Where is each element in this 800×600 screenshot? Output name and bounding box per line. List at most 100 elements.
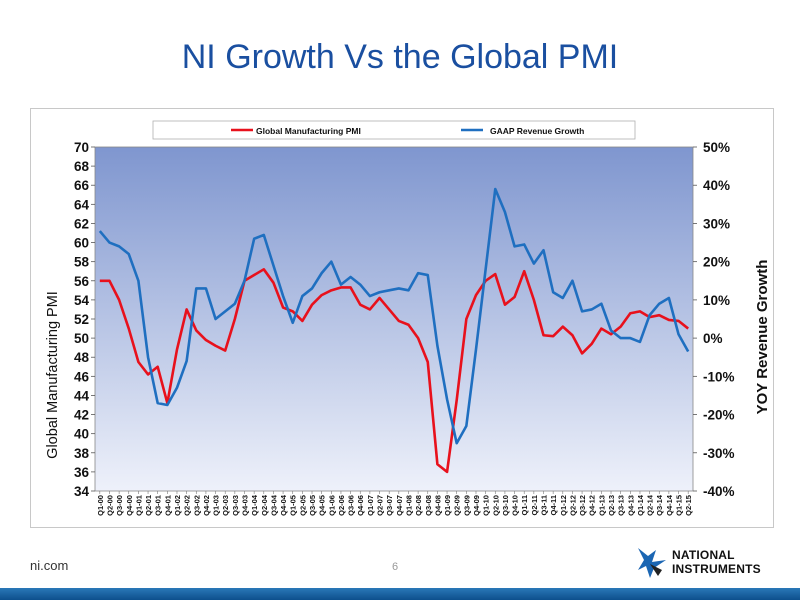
x-tick-label: Q2-12: [568, 495, 577, 516]
series-line-global-manufacturing-pmi: [99, 268, 689, 474]
x-tick-label: Q2-13: [607, 495, 616, 516]
x-tick-label: Q2-05: [298, 495, 307, 516]
x-axis: Q1-00 Q2-00 Q3-00 Q4-00 Q1-01 Q2-01 Q3-01 Q4-01…: [96, 491, 693, 516]
right-tick-label: -40%: [703, 484, 735, 499]
left-tick-label: 34: [74, 484, 90, 499]
right-tick-label: 10%: [703, 293, 730, 308]
legend-growth-label: GAAP Revenue Growth: [490, 126, 584, 136]
left-axis: 34 36 38 40 42 44 46 48 50 52 54 56 58 60 62 64 66 68 70: [74, 140, 95, 499]
right-axis: -40% -30% -20% -10% 0% 10% 20% 30% 40% 50%: [693, 140, 735, 499]
left-tick-label: 38: [74, 446, 90, 461]
x-tick-label: Q1-03: [212, 495, 221, 516]
x-tick-label: Q1-10: [482, 495, 491, 516]
x-tick-label: Q2-14: [646, 494, 655, 516]
x-tick-label: Q4-01: [163, 495, 172, 516]
x-tick-label: Q3-05: [308, 495, 317, 516]
x-tick-label: Q4-14: [665, 494, 674, 516]
left-tick-label: 46: [74, 369, 90, 384]
x-tick-label: Q3-14: [655, 494, 664, 516]
x-tick-label: Q1-09: [443, 495, 452, 516]
left-tick-label: 52: [74, 312, 89, 327]
footer-url[interactable]: ni.com: [30, 558, 69, 573]
x-tick-label: Q2-01: [144, 495, 153, 516]
left-tick-label: 50: [74, 331, 89, 346]
left-tick-label: 42: [74, 408, 89, 423]
x-tick-label: Q2-03: [221, 495, 230, 516]
x-tick-label: Q3-09: [462, 495, 471, 516]
x-tick-label: Q4-07: [395, 495, 404, 516]
x-tick-label: Q2-00: [105, 495, 114, 516]
x-tick-label: Q4-09: [472, 495, 481, 516]
x-tick-label: Q1-08: [404, 495, 413, 516]
x-tick-label: Q2-08: [414, 495, 423, 516]
right-tick-label: 50%: [703, 140, 730, 155]
left-tick-label: 64: [74, 197, 90, 212]
x-tick-label: Q3-02: [192, 495, 201, 516]
logo-line1: NATIONAL: [672, 548, 735, 562]
x-tick-label: Q1-04: [250, 494, 259, 516]
x-tick-label: Q3-01: [154, 495, 163, 516]
right-tick-label: -10%: [703, 369, 735, 384]
x-tick-label: Q2-06: [337, 495, 346, 516]
x-tick-label: Q2-02: [183, 495, 192, 516]
left-tick-label: 60: [74, 236, 89, 251]
x-tick-label: Q4-05: [318, 495, 327, 516]
page-number: 6: [392, 561, 399, 573]
legend-pmi-label: Global Manufacturing PMI: [256, 126, 361, 136]
national-instruments-logo: NATIONAL INSTRUMENTS: [636, 546, 766, 580]
left-tick-label: 62: [74, 216, 89, 231]
plot-area: [94, 146, 694, 492]
x-tick-label: Q3-12: [578, 495, 587, 516]
logo-line2: INSTRUMENTS: [672, 562, 761, 576]
left-tick-label: 54: [74, 293, 90, 308]
legend-box: [152, 120, 636, 140]
left-tick-label: 70: [74, 140, 89, 155]
left-axis-label: Global Manufacturing PMI: [45, 291, 61, 459]
x-tick-label: Q1-01: [134, 495, 143, 516]
x-tick-label: Q4-12: [588, 495, 597, 516]
left-tick-label: 44: [74, 388, 90, 403]
x-tick-label: Q1-13: [597, 495, 606, 516]
series-line-gaap-revenue-growth: [98, 187, 690, 445]
left-tick-label: 68: [74, 159, 90, 174]
right-tick-label: -30%: [703, 446, 735, 461]
bottom-bar: [0, 588, 800, 600]
x-tick-label: Q3-11: [540, 495, 549, 515]
x-tick-label: Q4-03: [241, 495, 250, 516]
slide-title: NI Growth Vs the Global PMI: [181, 38, 619, 76]
x-tick-label: Q2-10: [491, 495, 500, 516]
right-tick-label: -20%: [703, 408, 735, 423]
left-tick-label: 66: [74, 178, 90, 193]
x-tick-label: Q4-04: [279, 494, 288, 516]
right-tick-label: 20%: [703, 255, 730, 270]
x-tick-label: Q2-04: [260, 494, 269, 516]
x-tick-label: Q2-15: [684, 495, 693, 516]
dual-axis-line-chart: Global Manufacturing PMI GAAP Revenue Gr…: [45, 120, 771, 516]
x-tick-label: Q1-14: [636, 494, 645, 516]
x-tick-label: Q4-10: [511, 495, 520, 516]
x-tick-label: Q1-05: [289, 495, 298, 516]
x-tick-label: Q1-15: [675, 495, 684, 516]
legend: Global Manufacturing PMI GAAP Revenue Gr…: [152, 120, 636, 140]
x-tick-label: Q3-00: [115, 495, 124, 516]
left-tick-label: 56: [74, 274, 90, 289]
x-tick-label: Q1-11: [520, 495, 529, 515]
x-tick-label: Q1-00: [96, 495, 105, 516]
x-tick-label: Q4-11: [549, 495, 558, 515]
x-tick-label: Q4-00: [125, 495, 134, 516]
chart-frame: Global Manufacturing PMI GAAP Revenue Gr…: [30, 108, 774, 528]
left-tick-label: 36: [74, 465, 90, 480]
right-tick-label: 40%: [703, 178, 730, 193]
left-tick-label: 40: [74, 427, 89, 442]
series-layer: [98, 187, 690, 474]
x-tick-label: Q2-11: [530, 495, 539, 515]
x-tick-label: Q3-06: [347, 495, 356, 516]
right-tick-label: 0%: [703, 331, 723, 346]
x-tick-label: Q3-03: [231, 495, 240, 516]
x-tick-label: Q3-04: [269, 494, 278, 516]
right-axis-label: YOY Revenue Growth: [754, 260, 771, 415]
x-tick-label: Q3-10: [501, 495, 510, 516]
x-tick-label: Q3-07: [385, 495, 394, 516]
x-tick-label: Q2-09: [453, 495, 462, 516]
left-tick-label: 48: [74, 350, 90, 365]
